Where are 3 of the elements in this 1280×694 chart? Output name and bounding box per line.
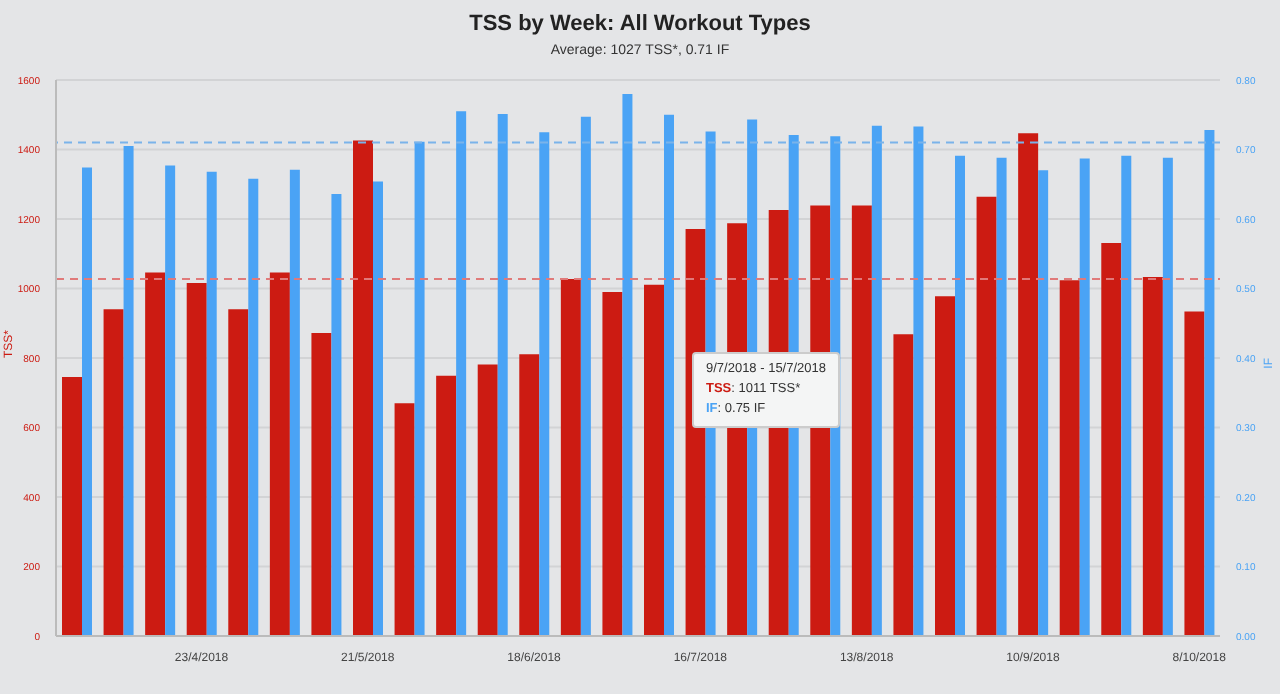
chart-title: TSS by Week: All Workout Types — [467, 12, 813, 36]
bar — [456, 111, 467, 636]
bar — [414, 141, 425, 636]
